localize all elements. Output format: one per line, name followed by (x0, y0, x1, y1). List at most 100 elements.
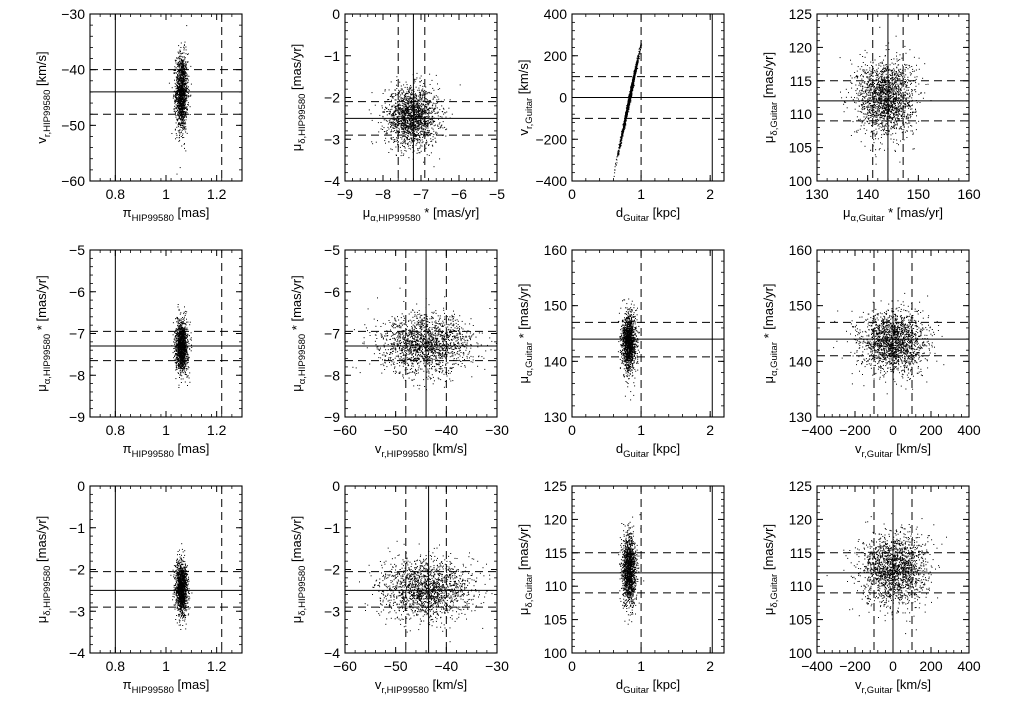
data-point (408, 127, 410, 128)
data-point (370, 113, 372, 115)
data-point (414, 81, 416, 83)
data-point (891, 87, 893, 89)
data-point (407, 122, 408, 124)
data-point (618, 150, 620, 152)
data-point (384, 102, 386, 104)
data-point (185, 84, 187, 86)
data-point (897, 114, 899, 116)
data-point (627, 98, 629, 100)
data-point (895, 73, 897, 75)
data-point (632, 75, 634, 77)
data-point (186, 92, 188, 93)
data-point (632, 79, 634, 81)
data-point (179, 90, 181, 92)
data-point (396, 127, 398, 129)
data-point (420, 95, 422, 96)
data-point (178, 130, 180, 132)
data-point (404, 126, 406, 128)
data-point (875, 75, 877, 77)
data-point (421, 80, 422, 82)
data-point (177, 73, 178, 75)
data-point (178, 100, 180, 102)
data-point (437, 102, 439, 104)
data-point (400, 99, 402, 101)
data-point (399, 132, 400, 133)
data-point (629, 94, 631, 96)
data-point (190, 95, 192, 97)
data-point (178, 100, 179, 102)
data-point (382, 93, 384, 94)
data-point (909, 122, 911, 124)
data-point (913, 89, 915, 91)
data-point (403, 91, 405, 93)
data-point (182, 93, 184, 95)
data-point (179, 67, 181, 69)
data-point (897, 97, 899, 99)
data-point (387, 109, 389, 110)
data-point (391, 129, 392, 131)
data-point (381, 105, 383, 107)
data-point (446, 111, 448, 113)
data-point (432, 87, 434, 89)
data-point (184, 79, 186, 81)
data-point (413, 110, 415, 112)
data-point (406, 125, 408, 127)
data-point (862, 98, 863, 100)
data-point (434, 113, 436, 115)
data-point (180, 99, 182, 101)
data-point (896, 107, 897, 109)
data-point (398, 119, 400, 121)
data-point (621, 131, 623, 133)
data-point (392, 106, 394, 108)
data-point (409, 115, 411, 117)
data-point (417, 126, 419, 128)
data-point (413, 121, 415, 123)
data-point (412, 115, 414, 117)
data-point (901, 82, 903, 84)
data-point (909, 66, 911, 68)
data-point (432, 98, 434, 100)
data-point (432, 110, 434, 112)
data-point (417, 135, 419, 136)
data-point (892, 126, 894, 128)
data-point (420, 113, 422, 115)
data-point (419, 113, 421, 115)
data-point (437, 124, 439, 126)
data-point (407, 109, 409, 110)
data-point (182, 82, 184, 83)
data-point (183, 74, 185, 76)
data-point (419, 107, 421, 109)
data-point (185, 71, 186, 73)
data-point (839, 57, 841, 59)
data-point (409, 124, 411, 125)
data-point (182, 65, 184, 67)
data-point (414, 110, 416, 112)
data-point (398, 141, 399, 143)
data-point (882, 99, 884, 101)
data-point (182, 79, 183, 81)
data-point (890, 90, 892, 92)
data-point (418, 97, 420, 99)
data-point (180, 136, 182, 137)
data-point (620, 143, 622, 144)
data-point (431, 123, 433, 125)
data-point (406, 129, 408, 131)
data-point (419, 137, 421, 139)
data-point (186, 86, 188, 88)
data-point (174, 102, 176, 104)
data-point (410, 138, 412, 140)
data-point (181, 64, 182, 66)
data-point (420, 104, 421, 106)
data-point (865, 91, 867, 93)
data-point (181, 68, 183, 70)
data-point (184, 105, 186, 107)
data-point (402, 115, 404, 117)
data-point (188, 90, 190, 91)
data-point (893, 126, 895, 127)
data-point (410, 107, 412, 109)
data-point (415, 129, 417, 131)
data-point (420, 114, 422, 116)
data-point (176, 76, 178, 78)
data-point (894, 116, 895, 118)
data-point (180, 81, 182, 83)
